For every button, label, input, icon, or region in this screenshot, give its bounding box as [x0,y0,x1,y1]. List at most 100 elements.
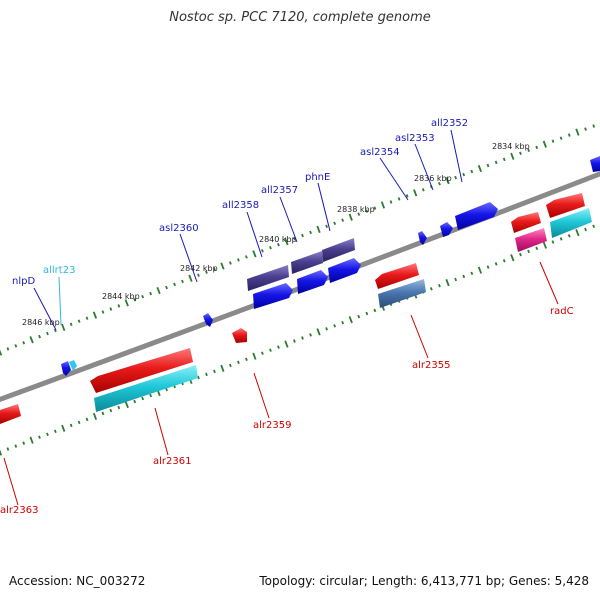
lower-tick [333,324,337,328]
gene-alr2355[interactable] [375,263,419,289]
gene-alr2363[interactable] [0,404,21,424]
lower-tick [365,311,369,316]
lower-tick [141,396,145,401]
upper-tick [438,181,441,186]
label-all2358[interactable]: all2358 [222,200,259,211]
upper-tick [284,237,289,246]
lower-tick [284,340,289,348]
gene-allrt23[interactable] [69,360,77,371]
upper-tick [85,316,89,320]
cds-right-cyan[interactable] [550,208,592,238]
lower-tick [197,375,200,380]
label-phnE[interactable]: phnE [305,172,330,183]
label-all2357[interactable]: all2357 [261,185,298,196]
lower-tick [22,441,26,445]
label-nlpD[interactable]: nlpD [12,276,35,287]
upper-tick [277,242,280,247]
upper-tick [22,341,26,345]
lower-tick [269,348,272,352]
tick-label-2838: 2838 kbp [337,205,375,214]
cds-phnE[interactable] [322,238,355,262]
upper-tick [92,311,98,319]
upper-tick [462,172,466,177]
topology-text: Topology: circular; Length: 6,413,771 bp… [259,574,589,588]
label-alr2361[interactable]: alr2361 [153,456,191,467]
upper-tick-track [0,124,596,356]
upper-tick [502,157,506,162]
lower-tick [252,352,257,360]
gene-all2358[interactable] [253,283,293,309]
cds-alr2355[interactable] [378,279,426,308]
upper-tick [510,152,515,160]
lower-tick [77,420,81,425]
lower-tick [277,345,280,349]
upper-tick [486,163,490,168]
gene-right-red-1[interactable] [511,212,541,233]
tick-label-2834: 2834 kbp [492,142,530,151]
lower-tick [14,444,18,448]
lower-tick [542,241,547,249]
upper-tick [333,221,337,226]
lower-tick [53,429,57,434]
upper-tick [173,282,176,287]
tick-label-2844: 2844 kbp [102,292,140,301]
label-radC[interactable]: radC [550,306,574,317]
gene-all2352[interactable] [455,202,498,230]
lower-tick [229,363,232,368]
lower-tick [559,237,563,241]
upper-tick [205,270,208,274]
lower-tick [357,314,361,319]
upper-tick [542,140,547,148]
lower-tick [46,432,49,437]
upper-tick [38,334,41,339]
gene-alr2359[interactable] [232,328,247,343]
lower-tick [261,351,264,355]
upper-tick [559,136,563,140]
gene-all2357[interactable] [297,270,328,294]
lower-tick [438,283,441,288]
upper-tick [165,285,168,290]
lower-tick [92,412,98,421]
lower-tick [454,277,458,282]
tick-label-2840: 2840 kbp [259,235,297,244]
upper-tick [269,245,272,250]
gene-asl2353[interactable] [440,222,453,237]
leader-lines [3,129,559,506]
gene-edge-right[interactable] [590,156,600,172]
lower-tick [477,266,483,274]
label-asl2354[interactable]: asl2354 [360,147,400,158]
lower-tick [69,423,73,428]
label-allrt23[interactable]: allrt23 [43,265,75,276]
gene-nlpD[interactable] [61,361,71,376]
label-asl2353[interactable]: asl2353 [395,133,435,144]
label-all2352[interactable]: all2352 [431,118,468,129]
lower-tick [445,278,450,287]
upper-tick [14,344,18,348]
gene-labels: nlpD allrt23 asl2360 all2358 all2357 phn… [0,118,574,516]
cds-all2358[interactable] [247,265,289,291]
lower-tick [527,249,530,254]
lower-tick [373,308,377,313]
upper-tick [245,255,248,259]
cds-all2357[interactable] [291,251,323,274]
gene-right-red-2[interactable] [546,193,585,218]
label-alr2355[interactable]: alr2355 [412,360,450,371]
gene-asl2360[interactable] [203,313,213,327]
lower-tick [486,265,490,269]
gene-phnE[interactable] [328,258,361,283]
cds-alr2361[interactable] [94,365,198,412]
lower-tick [348,316,353,324]
upper-tick [109,307,113,311]
label-asl2360[interactable]: asl2360 [159,223,199,234]
label-alr2363[interactable]: alr2363 [0,505,38,516]
reverse-strand-genes [61,156,600,376]
upper-tick [101,310,105,314]
upper-tick [141,294,145,299]
gene-radC[interactable] [515,228,547,252]
lower-tick [494,262,498,266]
gene-alr2361[interactable] [90,348,193,393]
gene-asl2354[interactable] [418,231,427,245]
upper-tick [567,133,571,137]
label-alr2359[interactable]: alr2359 [253,420,291,431]
